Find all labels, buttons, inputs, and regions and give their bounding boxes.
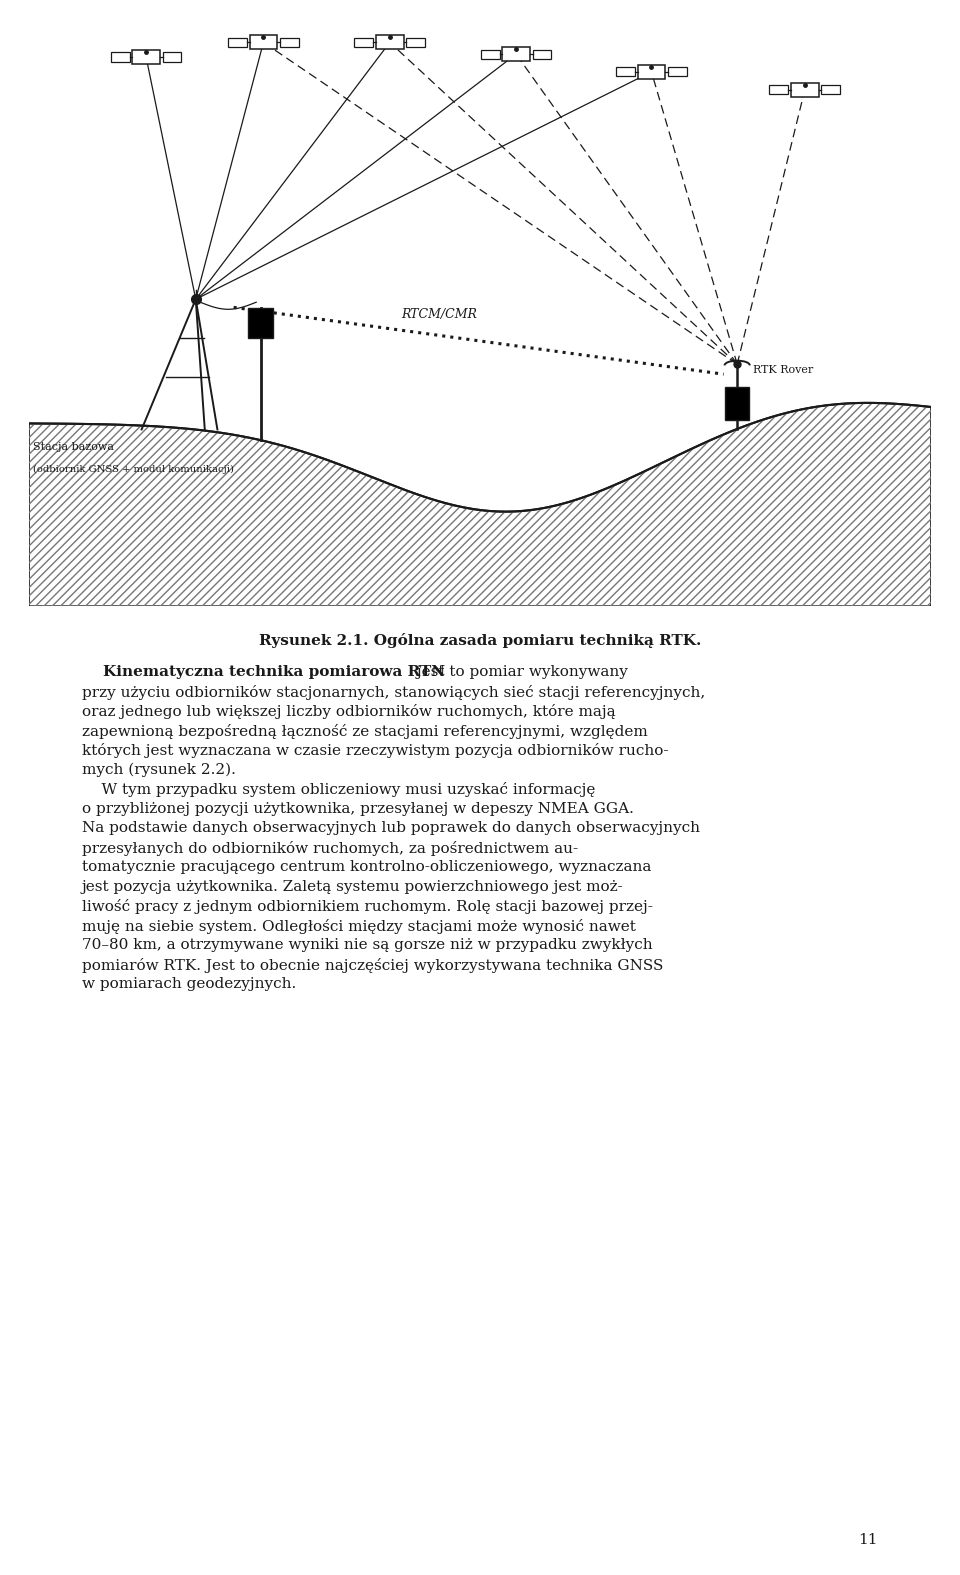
Text: RTK Rover: RTK Rover (754, 365, 814, 375)
FancyBboxPatch shape (132, 50, 160, 65)
FancyBboxPatch shape (228, 38, 247, 47)
Text: W tym przypadku system obliczeniowy musi uzyskać informację: W tym przypadku system obliczeniowy musi… (82, 783, 595, 797)
Text: przesyłanych do odbiorników ruchomych, za pośrednictwem au-: przesyłanych do odbiorników ruchomych, z… (82, 841, 578, 855)
Text: mych (rysunek 2.2).: mych (rysunek 2.2). (82, 762, 236, 776)
FancyBboxPatch shape (162, 52, 181, 61)
Text: muję na siebie system. Odległości między stacjami może wynosić nawet: muję na siebie system. Odległości między… (82, 918, 636, 934)
FancyBboxPatch shape (406, 38, 425, 47)
Text: Rysunek 2.1. Ogólna zasada pomiaru techniką RTK.: Rysunek 2.1. Ogólna zasada pomiaru techn… (259, 633, 701, 649)
FancyBboxPatch shape (770, 85, 788, 94)
FancyBboxPatch shape (250, 35, 277, 49)
Text: 70–80 km, a otrzymywane wyniki nie są gorsze niż w przypadku zwykłych: 70–80 km, a otrzymywane wyniki nie są go… (82, 939, 653, 953)
Text: przy użyciu odbiorników stacjonarnych, stanowiących sieć stacji referencyjnych,: przy użyciu odbiorników stacjonarnych, s… (82, 685, 706, 699)
FancyBboxPatch shape (822, 85, 840, 94)
Polygon shape (29, 403, 931, 606)
Text: zapewnioną bezpośredną łączność ze stacjami referencyjnymi, względem: zapewnioną bezpośredną łączność ze stacj… (82, 724, 648, 739)
FancyBboxPatch shape (502, 47, 530, 61)
FancyBboxPatch shape (481, 49, 499, 58)
FancyBboxPatch shape (791, 82, 819, 96)
FancyBboxPatch shape (376, 35, 403, 49)
Text: tomatycznie pracującego centrum kontrolno-obliczeniowego, wyznaczana: tomatycznie pracującego centrum kontroln… (82, 860, 652, 874)
FancyBboxPatch shape (616, 68, 635, 77)
FancyBboxPatch shape (248, 309, 274, 337)
Text: jest pozycja użytkownika. Zaletą systemu powierzchniowego jest moż-: jest pozycja użytkownika. Zaletą systemu… (82, 880, 624, 895)
Text: (odbiornik GNSS + moduł komunikacji): (odbiornik GNSS + moduł komunikacji) (34, 465, 234, 474)
FancyBboxPatch shape (533, 49, 551, 58)
FancyBboxPatch shape (726, 387, 749, 421)
Text: liwość pracy z jednym odbiornikiem ruchomym. Rolę stacji bazowej przej-: liwość pracy z jednym odbiornikiem rucho… (82, 899, 653, 915)
Text: Kinematyczna technika pomiarowa RTN: Kinematyczna technika pomiarowa RTN (82, 665, 445, 679)
Text: oraz jednego lub większej liczby odbiorników ruchomych, które mają: oraz jednego lub większej liczby odbiorn… (82, 704, 615, 720)
Text: Stacja bazowa: Stacja bazowa (34, 443, 114, 452)
FancyBboxPatch shape (280, 38, 299, 47)
FancyBboxPatch shape (110, 52, 130, 61)
FancyBboxPatch shape (668, 68, 686, 77)
Text: Na podstawie danych obserwacyjnych lub poprawek do danych obserwacyjnych: Na podstawie danych obserwacyjnych lub p… (82, 821, 700, 835)
Polygon shape (29, 403, 931, 606)
FancyBboxPatch shape (637, 65, 665, 79)
Text: jest to pomiar wykonywany: jest to pomiar wykonywany (412, 665, 628, 679)
Text: których jest wyznaczana w czasie rzeczywistym pozycja odbiorników rucho-: których jest wyznaczana w czasie rzeczyw… (82, 743, 668, 758)
Text: o przybliżonej pozycji użytkownika, przesyłanej w depeszy NMEA GGA.: o przybliżonej pozycji użytkownika, prze… (82, 802, 634, 816)
Text: pomiarów RTK. Jest to obecnie najczęściej wykorzystywana technika GNSS: pomiarów RTK. Jest to obecnie najczęście… (82, 958, 663, 973)
FancyBboxPatch shape (354, 38, 373, 47)
Text: 11: 11 (858, 1532, 878, 1547)
Text: RTCM/CMR: RTCM/CMR (401, 309, 477, 321)
Text: w pomiarach geodezyjnych.: w pomiarach geodezyjnych. (82, 978, 297, 991)
